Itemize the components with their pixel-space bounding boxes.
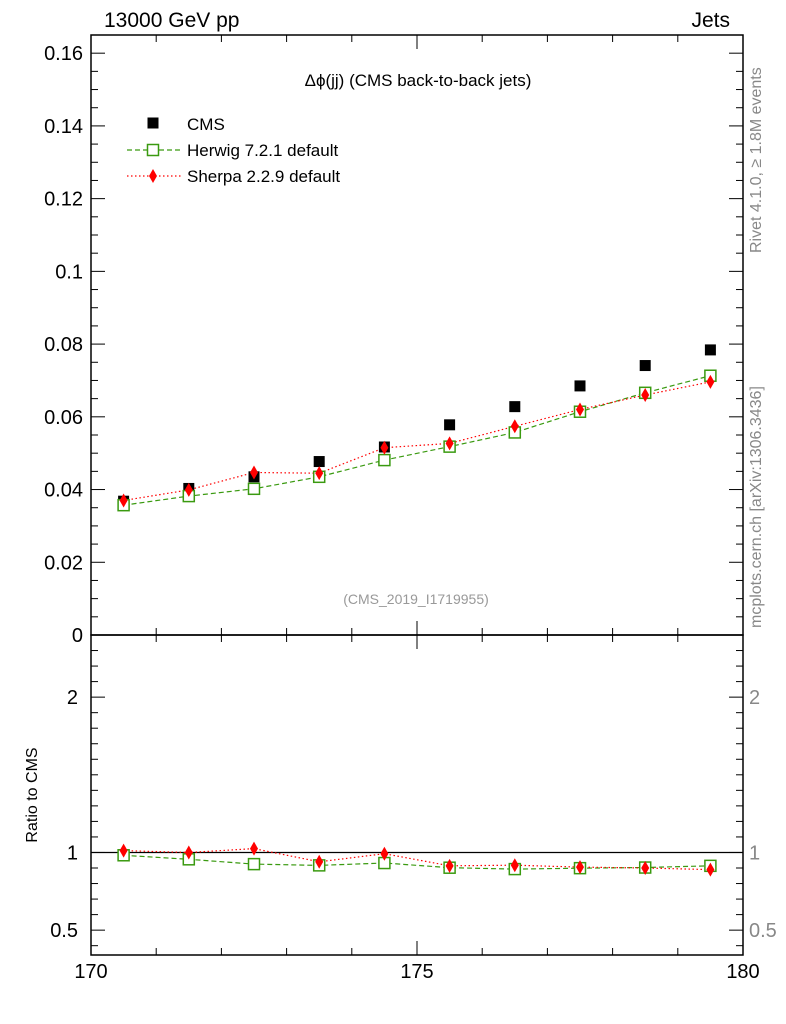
legend-label-herwig: Herwig 7.2.1 default: [187, 141, 338, 160]
main-line-herwig: [123, 375, 711, 506]
legend-label-cms: CMS: [187, 115, 225, 134]
legend-marker-herwig: [146, 143, 160, 157]
y-tick-label: 0.14: [44, 116, 83, 138]
ratio-y-tick-label: 1: [67, 842, 78, 864]
rivet-label: Rivet 4.1.0, ≥ 1.8M events: [748, 67, 765, 253]
y-tick-label: 0.16: [44, 43, 83, 65]
main-point-sherpa: [119, 493, 128, 508]
legend-marker-cms: [147, 117, 159, 129]
main-point-cms: [509, 401, 521, 413]
main-series-markers: [117, 344, 717, 512]
ratio-y-tick-label: 0.5: [50, 920, 78, 942]
main-point-sherpa: [380, 440, 389, 455]
y-tick-label: 0.1: [55, 261, 83, 283]
header-left-label: 13000 GeV pp: [104, 9, 239, 32]
ratio-point-sherpa: [380, 846, 389, 861]
main-point-cms: [639, 360, 651, 372]
main-point-sherpa: [184, 482, 193, 497]
y-tick-label: 0.12: [44, 189, 83, 211]
ratio-point-sherpa: [250, 841, 258, 856]
header-right-label: Jets: [691, 9, 730, 32]
ratio-ticks: [90, 635, 744, 955]
ratio-point-sherpa: [706, 862, 715, 877]
x-tick-labels: 170 175 180: [74, 961, 759, 983]
main-point-sherpa: [250, 465, 258, 480]
legend-marker-sherpa: [149, 169, 157, 183]
ratio-point-sherpa: [445, 858, 454, 873]
main-line-sherpa: [123, 381, 711, 502]
x-tick-label: 180: [726, 961, 759, 983]
y-tick-label: 0.06: [44, 407, 83, 429]
main-point-herwig: [378, 453, 391, 467]
chart-title: Δϕ(jj) (CMS back-to-back jets): [305, 71, 532, 90]
main-point-sherpa: [641, 388, 650, 402]
legend-entry-herwig: Herwig 7.2.1 default: [127, 141, 338, 160]
main-point-cms: [444, 419, 456, 431]
ratio-y-tick-label-right: 2: [749, 687, 760, 709]
main-point-sherpa: [510, 419, 519, 434]
main-point-cms: [704, 344, 716, 356]
x-tick-label: 170: [74, 961, 107, 983]
ratio-point-sherpa: [119, 843, 128, 858]
ratio-y-tick-labels: 0.5 0.5 1 1 2 2: [50, 687, 777, 942]
legend-entry-sherpa: Sherpa 2.2.9 default: [127, 167, 340, 186]
main-panel: 0 0.02 0.04 0.06 0.08 0.1 0.12 0.14 0.16 Δϕ(jj) …: [44, 34, 744, 647]
ratio-point-sherpa: [641, 861, 650, 876]
ratio-point-sherpa: [576, 860, 584, 875]
main-point-sherpa: [315, 466, 324, 481]
main-y-tick-labels: 0 0.02 0.04 0.06 0.08 0.1 0.12 0.14 0.16: [44, 43, 83, 647]
ratio-line-sherpa: [123, 847, 711, 871]
main-point-sherpa: [706, 374, 715, 389]
main-point-sherpa: [445, 436, 454, 451]
ratio-point-sherpa: [510, 858, 519, 873]
y-tick-label: 0.08: [44, 334, 83, 356]
ratio-series-markers: [117, 841, 717, 877]
mcplots-label: mcplots.cern.ch [arXiv:1306.3436]: [748, 386, 765, 628]
main-point-cms: [574, 380, 586, 392]
ratio-point-sherpa: [184, 845, 193, 860]
y-tick-label: 0: [72, 625, 83, 647]
main-point-cms: [313, 456, 325, 468]
ratio-panel: 0.5 0.5 1 1 2 2 Ratio to CMS: [24, 634, 777, 956]
ratio-y-tick-label: 2: [67, 687, 78, 709]
ratio-series-lines: [123, 847, 711, 871]
ratio-line-herwig: [123, 854, 711, 870]
y-tick-label: 0.02: [44, 552, 83, 574]
ratio-y-axis-label: Ratio to CMS: [24, 747, 41, 842]
ratio-frame: [90, 634, 744, 956]
legend: CMS Herwig 7.2.1 default Sherpa 2.2.9 de…: [127, 115, 340, 186]
ratio-y-tick-label-right: 0.5: [749, 920, 777, 942]
main-point-sherpa: [576, 402, 584, 417]
main-series-lines: [123, 375, 711, 506]
y-tick-label: 0.04: [44, 480, 83, 502]
legend-label-sherpa: Sherpa 2.2.9 default: [187, 167, 340, 186]
ratio-point-sherpa: [315, 854, 324, 869]
main-point-herwig: [247, 482, 261, 496]
legend-entry-cms: CMS: [147, 115, 225, 134]
ratio-point-herwig: [247, 857, 261, 871]
x-tick-label: 175: [400, 961, 433, 983]
analysis-tag: (CMS_2019_I1719955): [343, 591, 489, 607]
ratio-y-tick-label-right: 1: [749, 842, 760, 864]
